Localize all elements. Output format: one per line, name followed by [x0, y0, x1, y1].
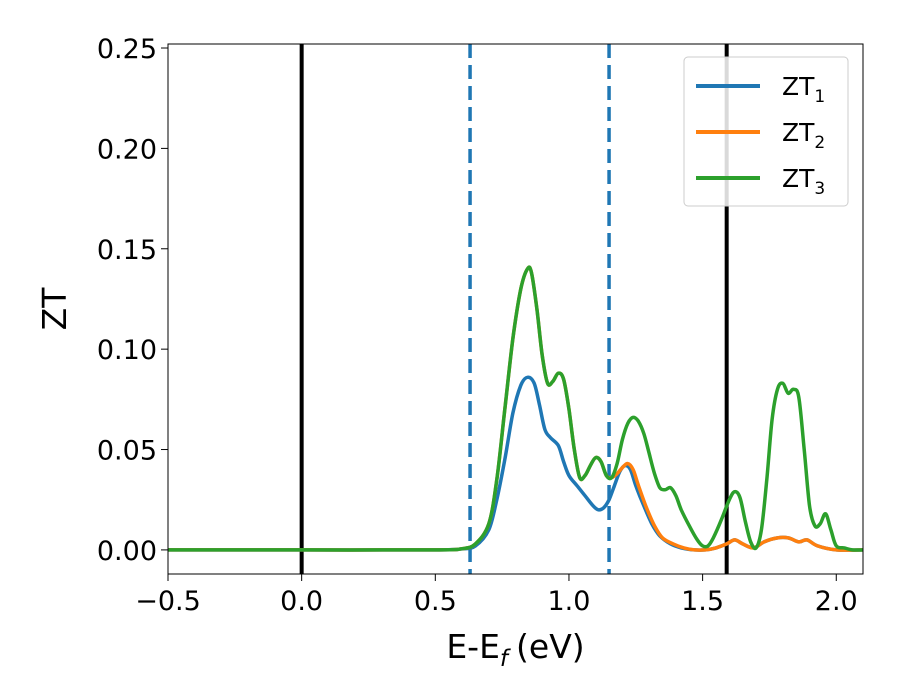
- legend-label-zt2: ZT2: [782, 118, 825, 153]
- legend-label-zt1: ZT1: [782, 72, 825, 107]
- x-tick-label: 0.0: [280, 586, 323, 617]
- x-tick-label: 1.5: [681, 586, 724, 617]
- series-line-zt3: [168, 265, 863, 552]
- plot-frame: [167, 43, 864, 575]
- x-tick-label: 1.0: [547, 586, 590, 617]
- x-axis-title: E-Ef (eV): [446, 627, 584, 672]
- y-axis-title: ZT: [35, 287, 74, 331]
- legend: ZT1 ZT2 ZT3: [683, 56, 849, 207]
- y-tick-label: 0.00: [97, 536, 157, 567]
- legend-label-zt3: ZT3: [782, 164, 825, 199]
- y-tick-label: 0.15: [97, 235, 157, 266]
- series-line-zt1: [168, 375, 863, 552]
- x-tick-label: 0.5: [414, 586, 457, 617]
- y-tick-label: 0.10: [97, 335, 157, 366]
- y-tick-label: 0.20: [97, 134, 157, 165]
- legend-box: [683, 56, 849, 207]
- y-tick-label: 0.05: [97, 436, 157, 467]
- x-tick-label: −0.5: [135, 586, 201, 617]
- y-tick-label: 0.25: [97, 34, 157, 65]
- x-tick-label: 2.0: [815, 586, 858, 617]
